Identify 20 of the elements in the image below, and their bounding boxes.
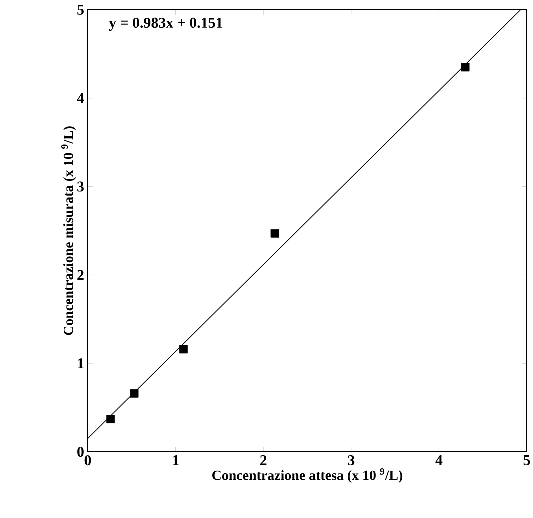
x-tick-label: 5 [524, 456, 530, 466]
x-tick-label: 0 [84, 456, 92, 466]
y-axis-title: Concentrazione misurata (x 10 $^{9}$/L) [62, 126, 76, 336]
x-axis-title: Concentrazione attesa (x 10 $^{9}$/L) [212, 468, 403, 484]
point [106, 415, 116, 424]
y-tick-label: 3 [78, 182, 84, 192]
annotation: y = 0.983x + 0.151 [109, 18, 222, 32]
x-tick-label: 2 [260, 456, 267, 466]
x-tick-label: 4 [436, 456, 443, 466]
y-tick-label: 4 [77, 93, 84, 104]
y-tick-label: 0 [78, 446, 84, 458]
x-tick-label: 3 [348, 456, 355, 466]
y-tick-label: 5 [78, 5, 84, 15]
point [130, 389, 139, 398]
y-tick-label: 2 [78, 270, 84, 280]
point [270, 229, 280, 238]
point [461, 63, 470, 72]
point [180, 345, 188, 354]
x-tick-label: 1 [173, 456, 179, 466]
y-tick-label: 1 [78, 358, 84, 369]
